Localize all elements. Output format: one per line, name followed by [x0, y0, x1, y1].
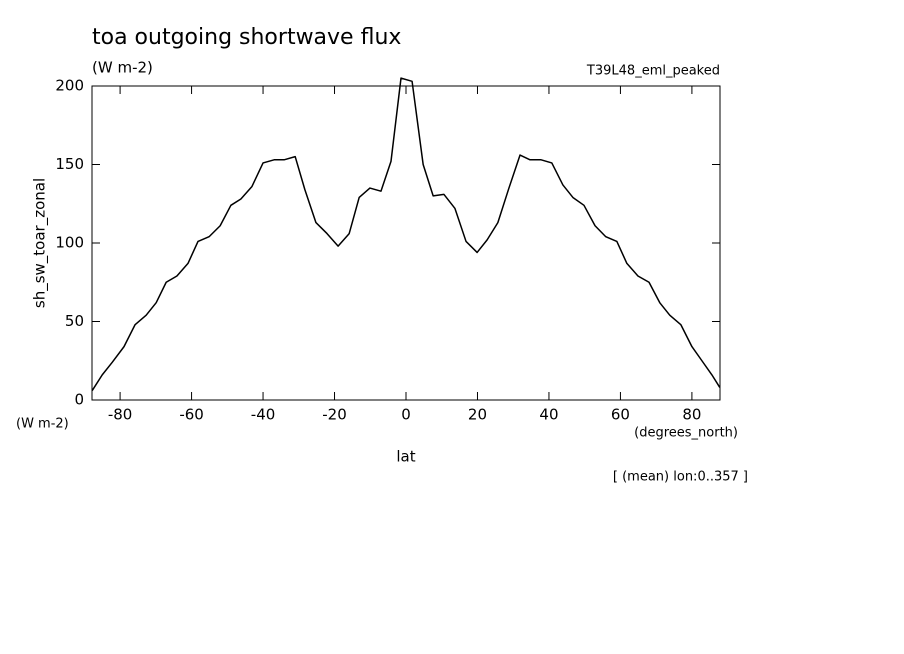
plot-frame: [91, 85, 721, 401]
note: [ (mean) lon:0..357 ]: [613, 470, 748, 485]
x-tick-label: 0: [401, 406, 411, 424]
x-tick-label: 60: [611, 406, 630, 424]
y-tick-label: 150: [55, 155, 84, 173]
units: (W m-2): [92, 59, 153, 77]
chart-title: toa outgoing shortwave flux: [92, 25, 401, 50]
y-tick-label: 50: [65, 312, 84, 330]
x-tick-label: 80: [682, 406, 701, 424]
y-tick-label: 100: [55, 234, 84, 252]
y-tick-label: 0: [74, 391, 84, 409]
x-tick-label: -80: [108, 406, 133, 424]
x-tick-label: 40: [539, 406, 558, 424]
data-line: [91, 77, 721, 391]
x-tick-label: -60: [179, 406, 204, 424]
y-axis-label: sh_sw_toar_zonal: [31, 178, 50, 308]
x-axis-label: lat: [396, 448, 415, 466]
x-tick-label: -40: [251, 406, 276, 424]
y-units: (W m-2): [16, 417, 69, 432]
dataset: T39L48_eml_peaked: [586, 64, 720, 79]
x-tick-label: 20: [468, 406, 487, 424]
x-units: (degrees_north): [634, 426, 738, 441]
x-tick-label: -20: [322, 406, 347, 424]
y-tick-label: 200: [55, 77, 84, 95]
